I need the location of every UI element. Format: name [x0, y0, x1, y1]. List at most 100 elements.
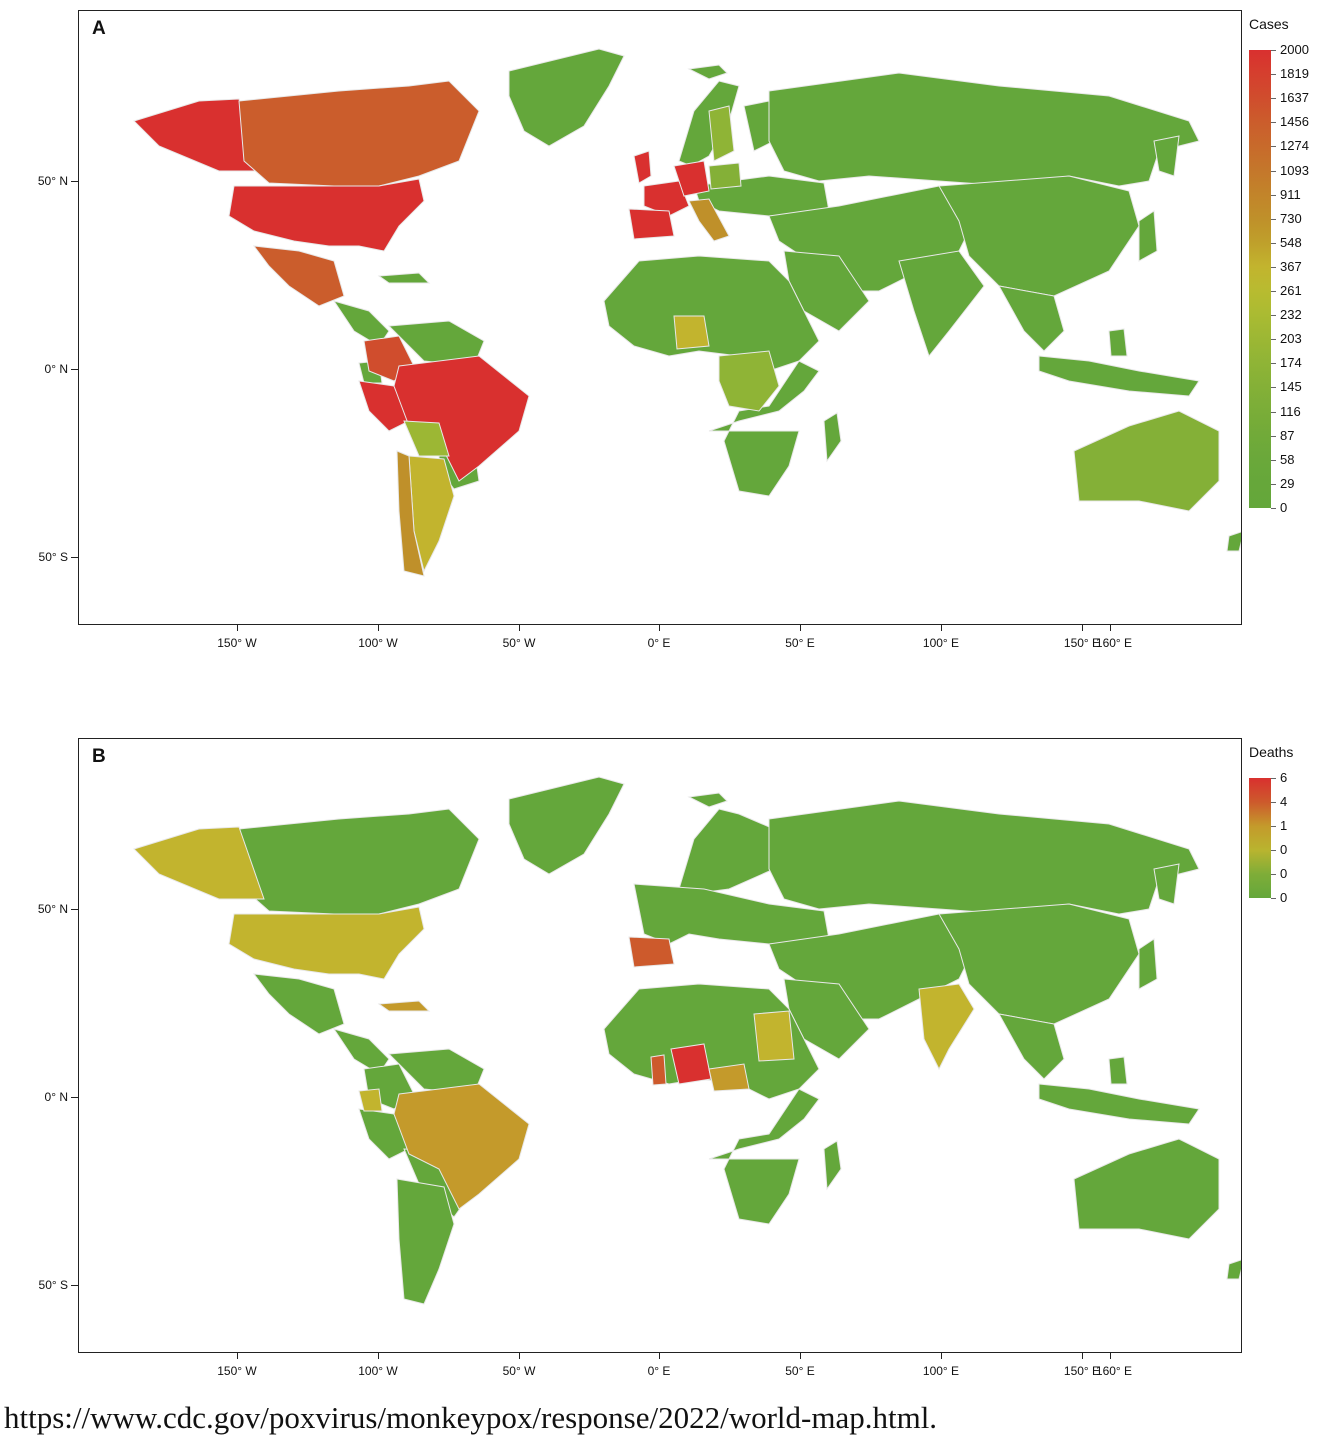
legend-label: 367 [1280, 258, 1302, 274]
cuba [377, 1000, 431, 1012]
russia [768, 72, 1200, 187]
x-tick [237, 625, 238, 631]
indonesia [1038, 1083, 1200, 1125]
y-tick [71, 557, 78, 558]
legend-title-cases: Cases [1249, 16, 1289, 32]
italy-a [688, 198, 730, 242]
legend-label: 1093 [1280, 162, 1309, 178]
legend-label: 261 [1280, 283, 1302, 299]
southeast-asia [998, 285, 1065, 352]
x-tick [1110, 1353, 1111, 1359]
china-mongolia [938, 175, 1140, 297]
y-tick [71, 181, 78, 182]
mexico-a [252, 245, 345, 307]
legend-title-deaths: Deaths [1249, 744, 1294, 760]
x-tick [1110, 625, 1111, 631]
china-mongolia [938, 903, 1140, 1025]
germany-a [673, 160, 710, 197]
bolivia-a [403, 420, 450, 457]
world-map-b [133, 776, 1241, 1305]
legend-tick [1271, 194, 1276, 196]
dr-congo-a [718, 350, 780, 412]
legend-label: 1274 [1280, 138, 1309, 154]
legend-tick [1271, 483, 1276, 485]
legend-label: 58 [1280, 451, 1295, 467]
ghana-b [650, 1054, 667, 1086]
legend-label: 0 [1280, 842, 1288, 857]
panel-b: B 50° N 0° N 50° S 150° W 100° W 50° W 0… [0, 728, 1325, 1388]
y-tick [71, 369, 78, 370]
legend-color-bar-a [1249, 50, 1271, 508]
legend-label: 2000 [1280, 42, 1309, 57]
legend-color-bar-b [1249, 778, 1271, 898]
sweden-a [708, 105, 735, 162]
united-states-b [228, 906, 425, 980]
legend-tick [1271, 50, 1276, 51]
philippines [1108, 1056, 1128, 1085]
africa-south [708, 1088, 820, 1225]
legend-tick [1271, 778, 1276, 779]
spain-a [628, 208, 675, 240]
legend-tick [1271, 122, 1276, 124]
new-zealand [1226, 531, 1241, 552]
legend-label: 1 [1280, 818, 1288, 833]
legend-tick [1271, 411, 1276, 413]
x-label: 160° E [1095, 636, 1133, 650]
legend-tick [1271, 898, 1276, 899]
y-label-50n: 50° N [37, 174, 68, 188]
legend-tick [1271, 387, 1276, 389]
legend-label: 203 [1280, 331, 1302, 347]
x-tick [941, 625, 942, 631]
canada [238, 808, 480, 915]
cuba [377, 272, 431, 284]
mexico [252, 973, 345, 1035]
southeast-asia [998, 1013, 1065, 1080]
legend-label: 87 [1280, 427, 1295, 443]
legend-label: 116 [1280, 403, 1301, 419]
y-tick [71, 1097, 78, 1098]
nigeria-a [673, 315, 710, 350]
x-label: 150° W [217, 1364, 257, 1378]
legend-tick [1271, 850, 1276, 851]
x-tick [659, 625, 660, 631]
venezuela-guianas [387, 320, 485, 367]
y-tick [71, 1285, 78, 1286]
x-label: 100° W [358, 1364, 398, 1378]
y-label-50s: 50° S [38, 550, 68, 564]
madagascar [823, 1140, 842, 1191]
legend-tick [1271, 363, 1276, 365]
legend-label: 1456 [1280, 114, 1309, 130]
greenland [508, 48, 625, 147]
x-tick [519, 1353, 520, 1359]
legend-tick [1271, 459, 1276, 461]
japan [1138, 938, 1158, 990]
legend-label: 0 [1280, 500, 1288, 515]
car-b [708, 1063, 750, 1092]
panel-letter-a: A [92, 18, 106, 39]
x-tick [1082, 625, 1083, 631]
scandinavia [678, 808, 775, 895]
legend-tick [1271, 98, 1276, 100]
argentina-chile [396, 1178, 455, 1305]
legend-tick [1271, 339, 1276, 341]
panel-a: A 50° N 0° N 50° S 150° W 100° W 50° W 0… [0, 0, 1325, 660]
india-b [918, 983, 975, 1071]
x-tick [237, 1353, 238, 1359]
australia-a [1073, 410, 1220, 512]
map-frame-a [78, 10, 1242, 625]
legend-label: 730 [1280, 210, 1302, 226]
panel-letter-b: B [92, 746, 106, 767]
chile-a [396, 450, 425, 577]
legend-tick [1271, 218, 1276, 220]
legend-label: 911 [1280, 186, 1301, 202]
x-label: 50° E [785, 636, 815, 650]
legend-label: 6 [1280, 770, 1288, 785]
legend-tick [1271, 74, 1276, 76]
x-label: 100° E [922, 636, 960, 650]
legend-label: 0 [1280, 890, 1288, 905]
legend-tick [1271, 146, 1276, 148]
legend-tick [1271, 826, 1276, 827]
brazil-b [393, 1083, 530, 1210]
legend-label: 145 [1280, 379, 1302, 395]
x-tick [941, 1353, 942, 1359]
